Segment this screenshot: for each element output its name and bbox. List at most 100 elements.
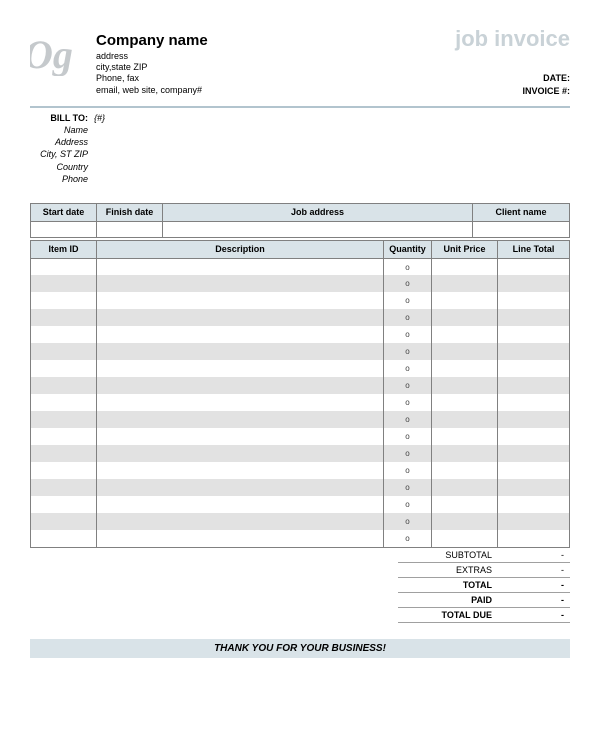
cell-quantity[interactable]: o	[384, 292, 432, 309]
cell-quantity[interactable]: o	[384, 258, 432, 275]
cell-description[interactable]	[97, 309, 384, 326]
cell-quantity[interactable]: o	[384, 343, 432, 360]
cell-item-id[interactable]	[31, 326, 97, 343]
cell-unit-price[interactable]	[432, 258, 498, 275]
cell-unit-price[interactable]	[432, 462, 498, 479]
cell-quantity[interactable]: o	[384, 326, 432, 343]
cell-description[interactable]	[97, 377, 384, 394]
cell-item-id[interactable]	[31, 275, 97, 292]
cell-quantity[interactable]: o	[384, 377, 432, 394]
cell-line-total[interactable]	[498, 445, 570, 462]
cell-description[interactable]	[97, 479, 384, 496]
cell-item-id[interactable]	[31, 377, 97, 394]
item-row: o	[31, 360, 570, 377]
cell-line-total[interactable]	[498, 377, 570, 394]
col-start-date: Start date	[31, 203, 97, 221]
cell-job-address[interactable]	[163, 221, 473, 237]
cell-unit-price[interactable]	[432, 496, 498, 513]
col-line-total: Line Total	[498, 240, 570, 258]
company-phone-fax: Phone, fax	[96, 73, 208, 84]
cell-line-total[interactable]	[498, 258, 570, 275]
cell-item-id[interactable]	[31, 309, 97, 326]
cell-quantity[interactable]: o	[384, 275, 432, 292]
cell-quantity[interactable]: o	[384, 462, 432, 479]
cell-line-total[interactable]	[498, 530, 570, 547]
cell-unit-price[interactable]	[432, 513, 498, 530]
cell-quantity[interactable]: o	[384, 479, 432, 496]
cell-unit-price[interactable]	[432, 394, 498, 411]
cell-item-id[interactable]	[31, 343, 97, 360]
cell-quantity[interactable]: o	[384, 360, 432, 377]
cell-item-id[interactable]	[31, 428, 97, 445]
cell-line-total[interactable]	[498, 496, 570, 513]
cell-description[interactable]	[97, 292, 384, 309]
cell-line-total[interactable]	[498, 275, 570, 292]
cell-line-total[interactable]	[498, 292, 570, 309]
cell-quantity[interactable]: o	[384, 445, 432, 462]
cell-item-id[interactable]	[31, 445, 97, 462]
cell-line-total[interactable]	[498, 394, 570, 411]
cell-client-name[interactable]	[473, 221, 570, 237]
cell-quantity[interactable]: o	[384, 513, 432, 530]
cell-unit-price[interactable]	[432, 343, 498, 360]
cell-unit-price[interactable]	[432, 377, 498, 394]
cell-description[interactable]	[97, 360, 384, 377]
header-divider	[30, 106, 570, 108]
cell-description[interactable]	[97, 343, 384, 360]
bill-to-label: BILL TO:	[30, 112, 94, 124]
cell-description[interactable]	[97, 462, 384, 479]
cell-unit-price[interactable]	[432, 360, 498, 377]
cell-unit-price[interactable]	[432, 275, 498, 292]
cell-unit-price[interactable]	[432, 309, 498, 326]
cell-unit-price[interactable]	[432, 479, 498, 496]
cell-description[interactable]	[97, 513, 384, 530]
cell-description[interactable]	[97, 326, 384, 343]
cell-description[interactable]	[97, 411, 384, 428]
cell-unit-price[interactable]	[432, 326, 498, 343]
cell-line-total[interactable]	[498, 428, 570, 445]
cell-item-id[interactable]	[31, 292, 97, 309]
col-item-id: Item ID	[31, 240, 97, 258]
cell-quantity[interactable]: o	[384, 428, 432, 445]
cell-description[interactable]	[97, 394, 384, 411]
cell-unit-price[interactable]	[432, 292, 498, 309]
cell-start-date[interactable]	[31, 221, 97, 237]
cell-quantity[interactable]: o	[384, 530, 432, 547]
cell-item-id[interactable]	[31, 258, 97, 275]
cell-quantity[interactable]: o	[384, 309, 432, 326]
cell-line-total[interactable]	[498, 360, 570, 377]
cell-item-id[interactable]	[31, 360, 97, 377]
cell-line-total[interactable]	[498, 411, 570, 428]
cell-item-id[interactable]	[31, 394, 97, 411]
cell-unit-price[interactable]	[432, 411, 498, 428]
cell-description[interactable]	[97, 428, 384, 445]
cell-item-id[interactable]	[31, 496, 97, 513]
cell-line-total[interactable]	[498, 309, 570, 326]
cell-quantity[interactable]: o	[384, 394, 432, 411]
bill-to-id: {#}	[94, 112, 105, 124]
cell-unit-price[interactable]	[432, 445, 498, 462]
cell-description[interactable]	[97, 275, 384, 292]
company-contact: email, web site, company#	[96, 85, 208, 96]
cell-description[interactable]	[97, 496, 384, 513]
cell-line-total[interactable]	[498, 513, 570, 530]
cell-item-id[interactable]	[31, 479, 97, 496]
cell-item-id[interactable]	[31, 462, 97, 479]
cell-description[interactable]	[97, 530, 384, 547]
cell-finish-date[interactable]	[97, 221, 163, 237]
item-row: o	[31, 428, 570, 445]
cell-item-id[interactable]	[31, 513, 97, 530]
cell-description[interactable]	[97, 445, 384, 462]
cell-unit-price[interactable]	[432, 428, 498, 445]
cell-quantity[interactable]: o	[384, 411, 432, 428]
cell-item-id[interactable]	[31, 530, 97, 547]
cell-line-total[interactable]	[498, 479, 570, 496]
item-row: o	[31, 275, 570, 292]
cell-line-total[interactable]	[498, 462, 570, 479]
cell-line-total[interactable]	[498, 326, 570, 343]
cell-line-total[interactable]	[498, 343, 570, 360]
cell-description[interactable]	[97, 258, 384, 275]
cell-item-id[interactable]	[31, 411, 97, 428]
cell-quantity[interactable]: o	[384, 496, 432, 513]
cell-unit-price[interactable]	[432, 530, 498, 547]
